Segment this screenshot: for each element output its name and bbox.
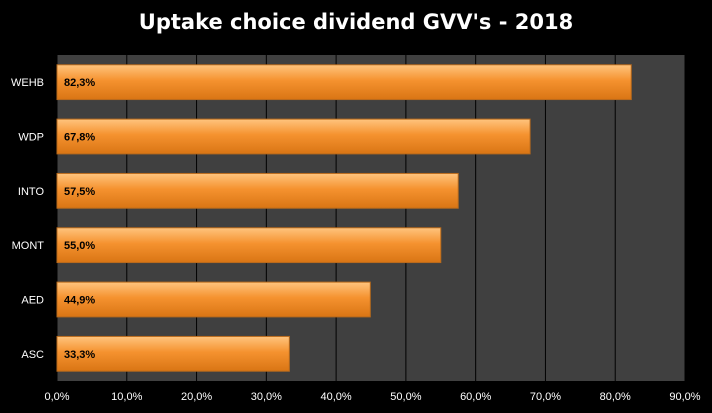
bars — [56, 64, 632, 372]
data-label: 55,0% — [64, 240, 95, 252]
category-label: AED — [21, 295, 44, 307]
data-label: 67,8% — [64, 132, 95, 144]
x-tick-label: 10,0% — [111, 391, 142, 403]
data-label: 57,5% — [64, 186, 95, 198]
category-label: MONT — [12, 240, 45, 252]
x-tick-label: 50,0% — [390, 391, 421, 403]
x-tick-label: 0,0% — [44, 391, 69, 403]
x-tick-label: 90,0% — [669, 391, 700, 403]
category-label: ASC — [21, 349, 44, 361]
chart-title: Uptake choice dividend GVV's - 2018 — [138, 10, 574, 34]
category-label: INTO — [18, 186, 45, 198]
data-label: 33,3% — [64, 349, 95, 361]
x-tick-label: 80,0% — [600, 391, 631, 403]
x-tick-label: 30,0% — [251, 391, 282, 403]
gridlines — [56, 55, 686, 381]
x-axis-tick-labels: 0,0% 10,0% 20,0% 30,0% 40,0% 50,0% 60,0% 70,0% 8… — [44, 391, 700, 403]
category-labels: WEHB WDP INTO MONT AED ASC — [11, 77, 44, 361]
bar-asc — [56, 335, 290, 372]
bar-wdp — [56, 118, 531, 155]
x-tick-label: 60,0% — [460, 391, 491, 403]
data-labels: 82,3% 67,8% 57,5% 55,0% 44,9% 33,3% — [64, 77, 95, 361]
x-tick-label: 20,0% — [181, 391, 212, 403]
bar-wehb — [56, 64, 632, 101]
category-label: WEHB — [11, 77, 44, 89]
x-tick-label: 40,0% — [321, 391, 352, 403]
bar-into — [56, 172, 459, 209]
data-label: 44,9% — [64, 295, 95, 307]
category-label: WDP — [18, 132, 44, 144]
bar-aed — [56, 281, 371, 318]
plot-area — [57, 55, 685, 381]
x-tick-label: 70,0% — [530, 391, 561, 403]
bar-mont — [56, 227, 442, 264]
data-label: 82,3% — [64, 77, 95, 89]
